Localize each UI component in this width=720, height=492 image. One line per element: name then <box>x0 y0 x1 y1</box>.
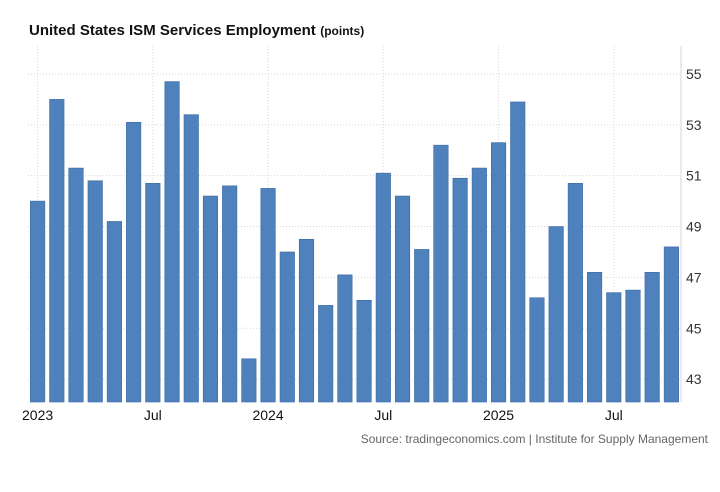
y-tick-label: 47 <box>686 269 702 285</box>
chart-title-row: United States ISM Services Employment (p… <box>29 22 364 40</box>
bar <box>356 299 372 403</box>
bar <box>241 358 257 403</box>
x-tick-label: 2024 <box>252 407 283 423</box>
bar <box>490 142 507 403</box>
bar <box>663 246 679 403</box>
chart-title: United States ISM Services Employment <box>29 22 316 39</box>
bar <box>318 305 334 403</box>
bar <box>222 185 238 403</box>
x-tick-label: Jul <box>374 407 392 423</box>
bar <box>145 183 161 403</box>
y-tick-label: 43 <box>686 371 702 387</box>
x-tick-label: Jul <box>605 407 623 423</box>
bar <box>433 144 449 403</box>
bar <box>337 274 353 403</box>
bar <box>106 221 122 403</box>
bar <box>87 180 103 403</box>
bar <box>260 188 276 403</box>
bar <box>567 183 583 403</box>
x-tick-label: 2025 <box>483 407 514 423</box>
y-tick-label: 55 <box>686 66 702 82</box>
bar <box>644 272 660 403</box>
bar <box>183 114 199 403</box>
bar <box>625 289 641 403</box>
bar <box>394 195 411 403</box>
chart-units: (points) <box>320 24 365 38</box>
bar <box>164 81 180 403</box>
bar <box>606 292 622 403</box>
bar <box>375 172 391 403</box>
bar <box>414 249 430 403</box>
source-note: Source: tradingeconomics.com | Institute… <box>360 432 708 446</box>
bar <box>529 297 545 403</box>
bar <box>548 226 564 403</box>
y-tick-label: 51 <box>686 168 702 184</box>
bar <box>471 167 487 403</box>
bar <box>298 238 315 403</box>
bar <box>202 195 219 403</box>
bar <box>49 99 65 403</box>
bar <box>510 101 526 403</box>
bar <box>452 177 468 403</box>
bar <box>68 167 84 403</box>
bar <box>30 200 46 403</box>
bar <box>126 121 142 403</box>
bar <box>279 251 295 403</box>
y-tick-label: 45 <box>686 320 702 336</box>
x-tick-label: 2023 <box>22 407 53 423</box>
y-tick-label: 49 <box>686 219 702 235</box>
y-tick-label: 53 <box>686 117 702 133</box>
bar <box>587 272 603 403</box>
x-tick-label: Jul <box>144 407 162 423</box>
